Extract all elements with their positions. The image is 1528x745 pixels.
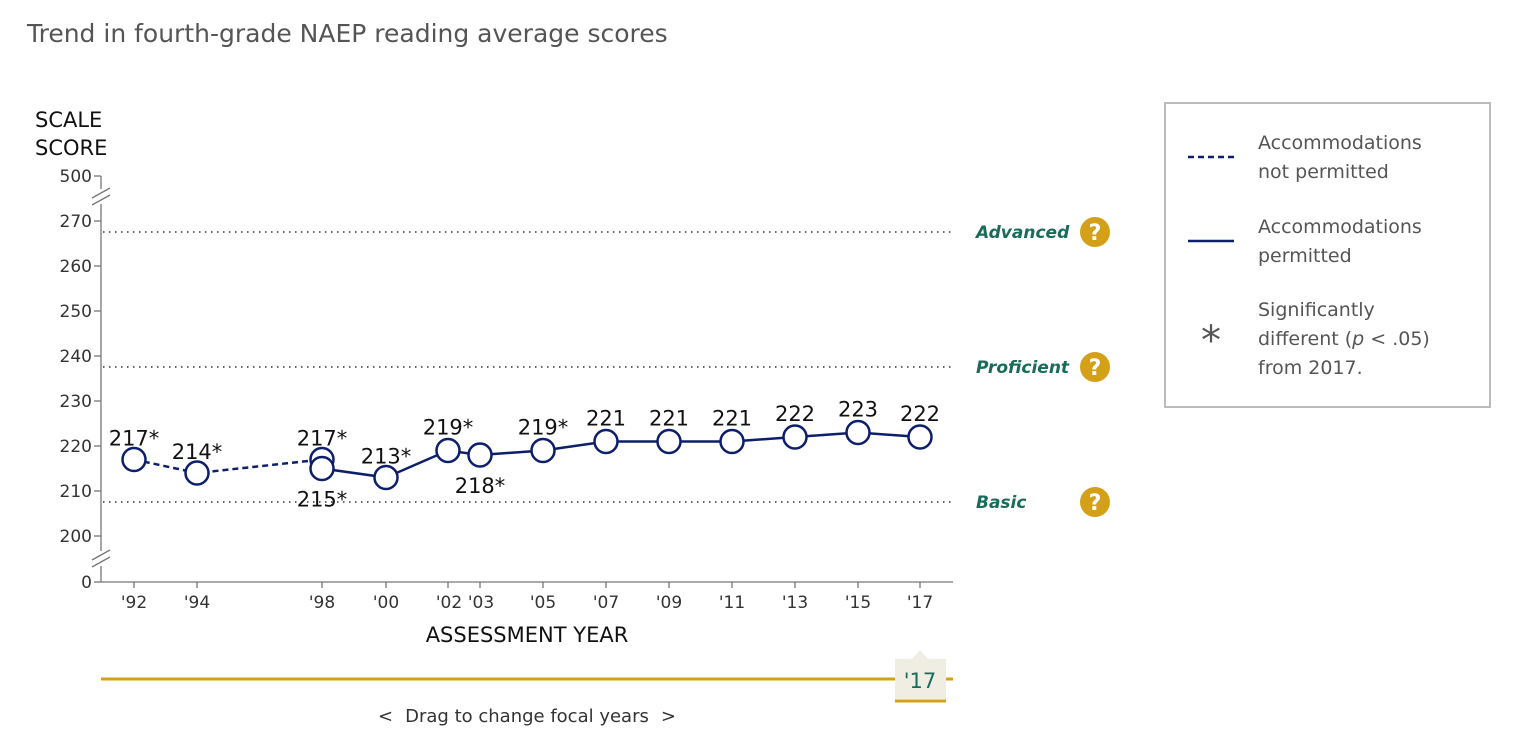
axis-break-mark	[91, 549, 111, 561]
achievement-levels: Advanced ? Proficient ? Basic?	[103, 217, 1110, 517]
y-tick-label: 270	[60, 212, 92, 232]
y-axis-label-line1: SCALE	[35, 108, 102, 132]
data-label: 221	[712, 407, 752, 431]
y-tick-label: 200	[60, 527, 92, 547]
help-icon-glyph: ?	[1089, 491, 1102, 516]
x-tick-label: '07	[593, 593, 619, 613]
x-tick-label: '15	[845, 593, 871, 613]
data-label: 218*	[455, 474, 506, 498]
data-labels: 217* 214* 217* 215* 213* 219* 218* 219* 221 221 22…	[109, 398, 940, 512]
x-tick-label: '00	[373, 593, 399, 613]
legend-label: Accommodations	[1258, 132, 1422, 154]
data-point	[373, 464, 399, 491]
data-label: 213*	[361, 445, 412, 469]
y-tick-label: 220	[60, 437, 92, 457]
data-point	[719, 428, 745, 455]
x-axis-label: ASSESSMENT YEAR	[426, 623, 629, 647]
slider-hint-right-arrow[interactable]: >	[661, 706, 676, 727]
legend-label: Accommodations	[1258, 216, 1422, 238]
y-tick-label: 260	[60, 257, 92, 277]
x-tick-label: '09	[656, 593, 682, 613]
x-tick-label: '98	[309, 593, 335, 613]
y-tick-label: 230	[60, 392, 92, 412]
data-point	[467, 442, 493, 468]
help-icon-circle	[1080, 217, 1110, 247]
help-icon-glyph: ?	[1089, 221, 1102, 246]
axes: 500 270 260 250 240 230 220 210 200 0 '92 '94 '98 '00…	[60, 167, 953, 613]
x-tick-label: '11	[719, 593, 745, 613]
data-point	[656, 428, 682, 455]
data-label: 217*	[297, 427, 348, 451]
legend-label-part: p	[1351, 328, 1364, 350]
legend-label-part: different (	[1258, 328, 1352, 350]
x-tick-label: '02	[436, 593, 462, 613]
data-label: 217*	[109, 427, 160, 451]
data-label: 221	[649, 407, 689, 431]
help-icon-circle	[1080, 487, 1110, 517]
level-label-advanced: Advanced	[974, 223, 1070, 243]
slider-hint-left-arrow[interactable]: <	[378, 706, 393, 727]
legend-box	[1164, 102, 1491, 408]
legend-label: permitted	[1258, 245, 1352, 267]
legend-label: Significantly	[1258, 299, 1375, 321]
data-point	[184, 460, 210, 486]
data-point	[121, 446, 147, 473]
y-tick-label: 250	[60, 302, 92, 322]
slider-handle[interactable]	[895, 659, 946, 699]
chart-title: Trend in fourth-grade NAEP reading avera…	[26, 19, 668, 48]
axis-break-mark	[91, 556, 111, 568]
data-label: 215*	[297, 488, 348, 512]
slider-hint: < Drag to change focal years >	[378, 706, 676, 727]
y-axis-label-line2: SCORE	[35, 136, 107, 160]
data-points	[121, 419, 933, 491]
legend-label-part: < .05)	[1364, 328, 1430, 350]
slider-tab-pointer[interactable]	[912, 650, 928, 659]
level-label-basic: Basic	[976, 493, 1026, 513]
x-tick-label: '03	[468, 593, 494, 613]
focal-year-slider[interactable]: '17 < Drag to change focal years >	[101, 650, 953, 727]
y-tick-label: 500	[60, 167, 92, 187]
data-label: 222	[775, 402, 815, 426]
legend: Accommodations not permitted Accommodation…	[1164, 102, 1491, 408]
slider-hint-text: Drag to change focal years	[405, 706, 649, 727]
x-tick-label: '17	[907, 593, 933, 613]
x-tick-label: '92	[121, 593, 147, 613]
y-tick-label: 240	[60, 347, 92, 367]
y-tick-label: 0	[81, 573, 92, 593]
level-label-proficient: Proficient	[976, 358, 1070, 378]
series-line-not-permitted	[133, 458, 323, 475]
axis-break-mark	[91, 194, 111, 206]
x-tick-label: '94	[184, 593, 210, 613]
data-point	[435, 437, 461, 464]
help-icon-circle	[1080, 352, 1110, 382]
x-tick-label: '13	[782, 593, 808, 613]
data-point	[530, 437, 556, 464]
help-icon[interactable]: ?	[1080, 217, 1110, 247]
data-point	[907, 424, 933, 450]
help-icon[interactable]: ?	[1080, 352, 1110, 382]
slider-focal-year[interactable]: '17	[904, 669, 937, 693]
data-point	[845, 419, 871, 446]
data-point	[309, 455, 335, 482]
axis-break-mark	[91, 187, 111, 199]
legend-label: not permitted	[1258, 161, 1389, 183]
legend-label: from 2017.	[1258, 357, 1363, 379]
data-label: 214*	[172, 440, 223, 464]
series-line-permitted	[321, 431, 921, 479]
data-point	[782, 424, 808, 450]
legend-asterisk-symbol: *	[1201, 318, 1221, 364]
data-label: 222	[900, 402, 940, 426]
y-tick-label: 210	[60, 482, 92, 502]
data-label: 223	[838, 398, 878, 422]
data-label: 219*	[518, 416, 569, 440]
x-tick-label: '05	[530, 593, 556, 613]
legend-label: different (p < .05)	[1258, 328, 1430, 350]
data-point	[593, 428, 619, 455]
help-icon-glyph: ?	[1089, 356, 1102, 381]
data-label: 221	[586, 407, 626, 431]
data-label: 219*	[423, 416, 474, 440]
help-icon[interactable]: ?	[1080, 487, 1110, 517]
